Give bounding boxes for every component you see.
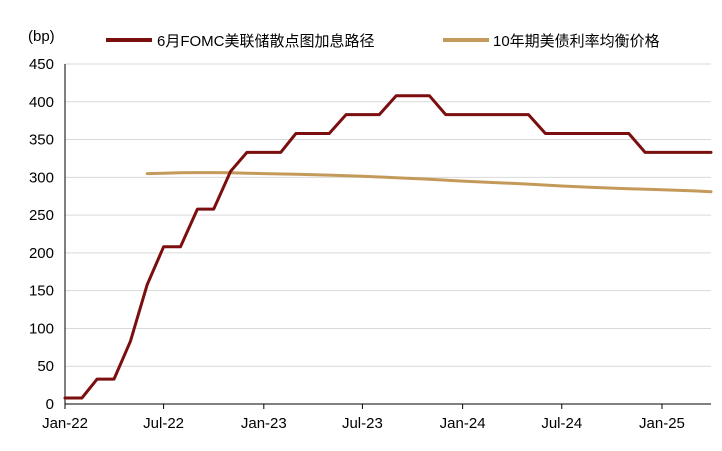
y-axis-ticks: 0 50 100 150 200 250 300 350 400 450 <box>29 56 54 413</box>
x-tick-label-3: Jul-23 <box>342 415 383 432</box>
y-tick-label-250: 250 <box>29 207 54 224</box>
x-tick-label-6: Jan-25 <box>639 415 685 432</box>
series-line-treasury-equilibrium <box>145 171 713 194</box>
y-tick-label-0: 0 <box>46 396 54 413</box>
x-tick-label-0: Jan-22 <box>42 415 88 432</box>
y-tick-label-450: 450 <box>29 56 54 73</box>
y-tick-label-400: 400 <box>29 94 54 111</box>
axes <box>64 64 711 405</box>
y-tick-label-350: 350 <box>29 132 54 149</box>
y-tick-label-50: 50 <box>37 358 54 375</box>
x-axis-ticks: Jan-22 Jul-22 Jan-23 Jul-23 Jan-24 Jul-24 Jan-… <box>42 404 685 432</box>
y-unit-label: (bp) <box>28 28 55 45</box>
x-tick-label-5: Jul-24 <box>541 415 582 432</box>
legend-label-fomc: 6月FOMC美联储散点图加息路径 <box>157 33 375 50</box>
legend: 6月FOMC美联储散点图加息路径 10年期美债利率均衡价格 <box>106 33 660 50</box>
series-layer <box>63 94 713 400</box>
series-line-fomc-path <box>63 94 713 400</box>
y-tick-label-300: 300 <box>29 169 54 186</box>
x-tick-label-1: Jul-22 <box>143 415 184 432</box>
y-tick-label-150: 150 <box>29 283 54 300</box>
legend-label-treasury: 10年期美债利率均衡价格 <box>493 33 660 50</box>
y-tick-label-100: 100 <box>29 320 54 337</box>
y-tick-label-200: 200 <box>29 245 54 262</box>
x-tick-label-4: Jan-24 <box>440 415 486 432</box>
gridlines <box>65 63 711 367</box>
x-tick-label-2: Jan-23 <box>241 415 287 432</box>
